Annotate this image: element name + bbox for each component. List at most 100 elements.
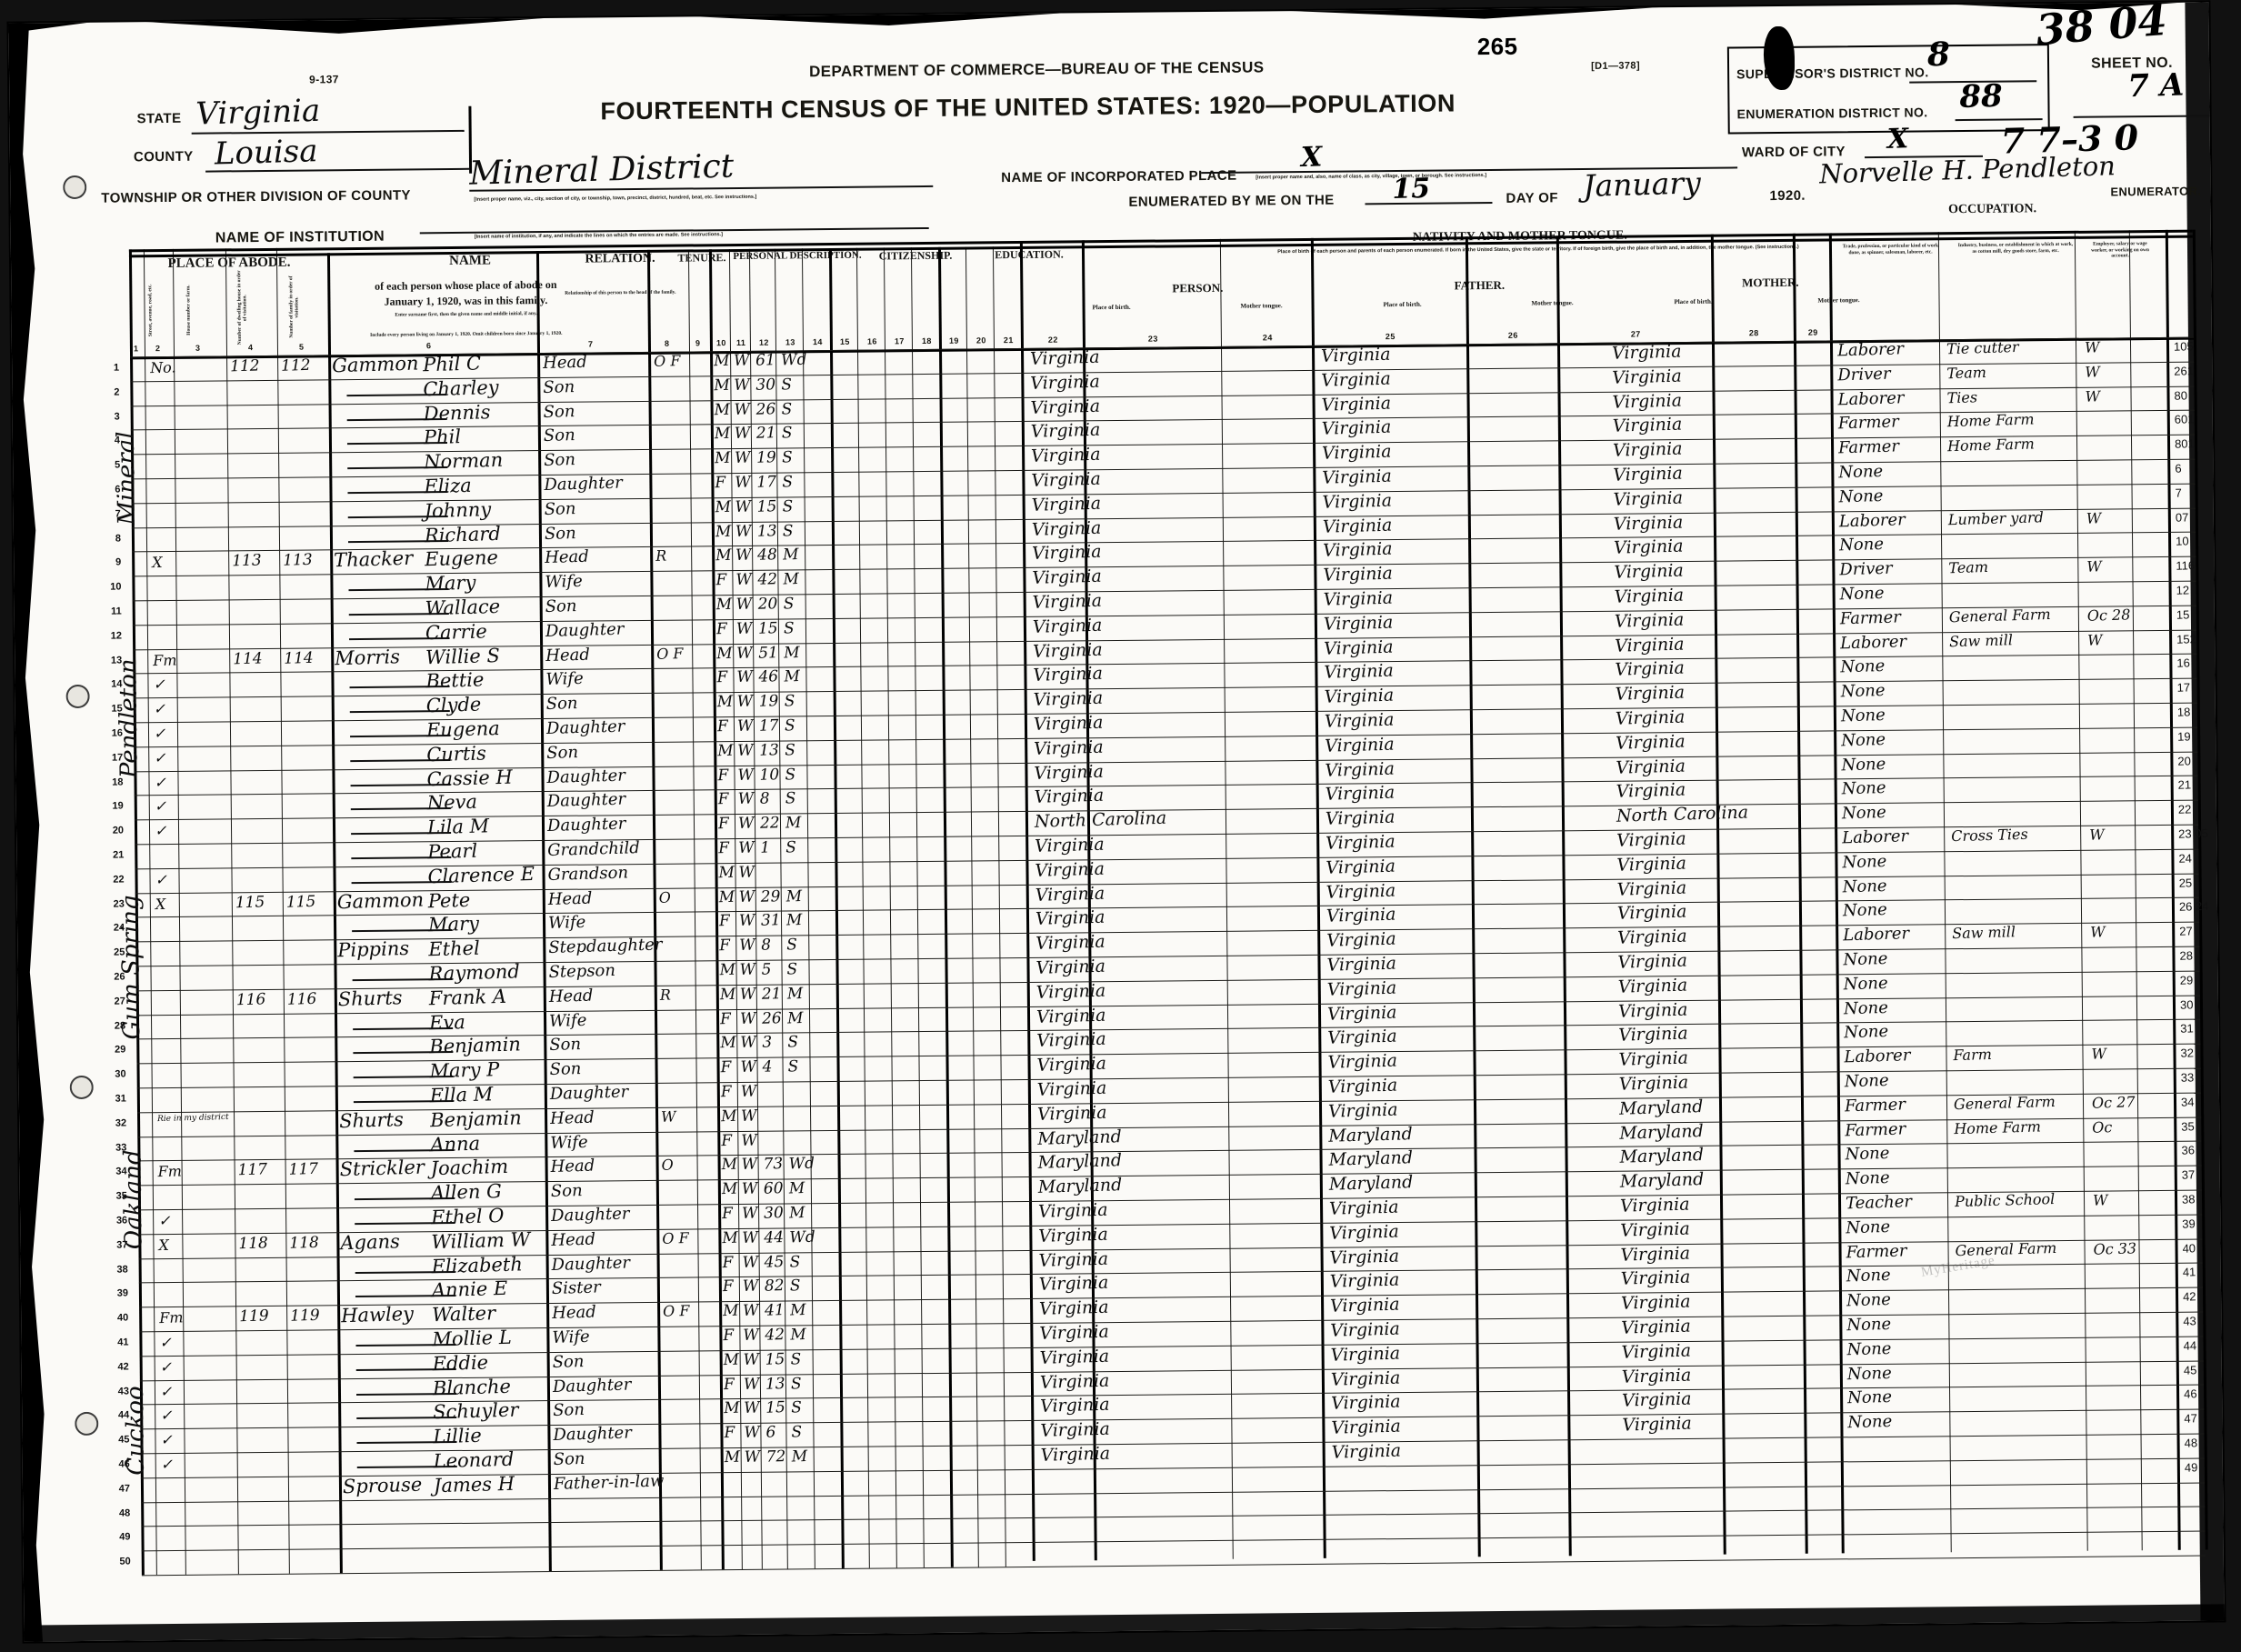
cell-tenure: W: [660, 1107, 676, 1126]
cell-birthplace-person: Virginia: [1035, 883, 1105, 906]
cell-occupation: Farmer: [1846, 1240, 1907, 1262]
scan-edge-left: [9, 23, 61, 1641]
cell-birthplace-person: Virginia: [1036, 1077, 1107, 1100]
cell-birthplace-person: Virginia: [1037, 1199, 1108, 1222]
cell-sex: F: [724, 1424, 735, 1443]
cell-birthplace-father: Virginia: [1321, 441, 1392, 464]
cell-given-name: Frank A: [428, 985, 507, 1010]
cell-given-name: Eddie: [432, 1351, 489, 1376]
column-number: 20: [975, 335, 986, 345]
cell-industry: Public School: [1954, 1189, 2056, 1211]
cell-birthplace-mother: Maryland: [1618, 1120, 1704, 1144]
cell-industry: Team: [1948, 558, 1989, 577]
cell-occupation: None: [1838, 461, 1884, 483]
cell-birthplace-person: Virginia: [1030, 395, 1101, 418]
column-number: 18: [921, 335, 932, 346]
cell-marital-status: Wd: [780, 350, 807, 370]
township-label: TOWNSHIP OR OTHER DIVISION OF COUNTY: [101, 187, 411, 206]
grid-row-line: [141, 1506, 2206, 1527]
cell-birthplace-person: Virginia: [1030, 420, 1101, 443]
cell-right-margin-number: 47: [2184, 1411, 2198, 1426]
cell-birthplace-person: Virginia: [1033, 664, 1104, 686]
cell-given-name: Willie S: [425, 644, 501, 668]
cell-relation: Daughter: [546, 789, 626, 812]
cell-given-name: Carrie: [425, 620, 488, 645]
cell-birthplace-mother: Maryland: [1619, 1169, 1705, 1192]
grid-column-line: [172, 248, 186, 1575]
state-value: Virginia: [195, 92, 321, 133]
cell-given-name: Benjamin: [429, 1106, 522, 1132]
column-number: 9: [695, 338, 701, 348]
row-number-left: 29: [115, 1044, 126, 1056]
enumerated-prefix: ENUMERATED BY ME ON THE: [1128, 192, 1335, 210]
cell-employment-class: Oc: [2091, 1117, 2113, 1136]
grid-column-line: [1710, 234, 1726, 1555]
cell-right-margin-number: 36: [2181, 1143, 2196, 1158]
cell-given-name: Johnny: [424, 497, 492, 523]
cell-place-of-abode: Fm: [157, 1162, 183, 1181]
cell-occupation: None: [1840, 705, 1886, 726]
cell-marital-status: M: [785, 814, 802, 833]
row-number-left: 19: [112, 800, 124, 812]
cell-birthplace-father: Virginia: [1331, 1440, 1402, 1463]
margin-annotation: Pendleton: [115, 658, 144, 779]
cell-given-name: Mary P: [429, 1058, 500, 1083]
cell-birthplace-mother: Virginia: [1621, 1316, 1692, 1338]
cell-given-name: Mary: [427, 913, 480, 936]
cell-birthplace-father: Virginia: [1330, 1367, 1401, 1390]
cell-birthplace-mother: Virginia: [1613, 487, 1684, 510]
cell-relation: Daughter: [550, 1204, 630, 1226]
cell-birthplace-mother: Virginia: [1620, 1243, 1691, 1266]
grid-column-line: [774, 248, 788, 1569]
cell-occupation: None: [1838, 486, 1884, 507]
grid-column-line: [2128, 230, 2143, 1551]
cell-age: 13: [758, 740, 780, 760]
cell-color: W: [734, 375, 751, 395]
cell-birthplace-mother: Virginia: [1612, 365, 1683, 388]
cell-birthplace-father: Virginia: [1323, 636, 1394, 659]
cell-given-name: Annie E: [431, 1277, 508, 1302]
cell-sex: F: [723, 1326, 735, 1346]
cell-age: 60: [763, 1179, 784, 1198]
cell-birthplace-father: Virginia: [1326, 880, 1396, 903]
cell-birthplace-mother: Virginia: [1619, 1194, 1690, 1216]
grid-row-line: [141, 1530, 2206, 1552]
cell-given-name: Anna: [430, 1132, 481, 1156]
cell-color: W: [741, 1155, 758, 1175]
nativity-person-tongue: Mother tongue.: [1240, 302, 1283, 310]
cell-relation: Son: [549, 1035, 582, 1056]
nativity-father: FATHER.: [1454, 277, 1506, 293]
form-code: [D1—378]: [1590, 60, 1641, 72]
cell-relation: Head: [549, 1107, 595, 1128]
cell-sex: M: [714, 375, 731, 395]
grid-column-line: [687, 249, 702, 1570]
cell-birthplace-person: Virginia: [1031, 468, 1102, 491]
grid-column-line: [828, 247, 845, 1568]
cell-color: W: [735, 570, 753, 590]
cell-age: 41: [764, 1301, 785, 1320]
cell-dwelling-number: 114: [232, 648, 263, 668]
cell-industry: General Farm: [1955, 1238, 2057, 1259]
cell-birthplace-person: Virginia: [1035, 1029, 1107, 1052]
cell-family-number: 112: [280, 355, 311, 375]
cell-birthplace-person: Virginia: [1036, 1102, 1107, 1125]
cell-birthplace-mother: Virginia: [1620, 1218, 1691, 1241]
cell-occupation: Laborer: [1844, 1046, 1911, 1067]
cell-color: W: [743, 1326, 760, 1345]
cell-right-margin-number: 34: [2180, 1095, 2195, 1109]
cell-sex: F: [716, 716, 729, 736]
enumeration-district-label: ENUMERATION DISTRICT NO.: [1736, 105, 1928, 122]
cell-birthplace-mother: Virginia: [1615, 657, 1686, 681]
column-number: 24: [1262, 333, 1273, 343]
cell-birthplace-mother: Virginia: [1621, 1365, 1692, 1387]
cell-birthplace-person: Virginia: [1038, 1273, 1109, 1296]
cell-occupation: Laborer: [1838, 509, 1906, 531]
cell-right-margin-number: 12: [2176, 583, 2190, 597]
cell-right-margin-number: 19: [2176, 729, 2191, 744]
cell-given-name: Joachim: [430, 1156, 509, 1180]
cell-marital-status: M: [785, 911, 803, 930]
cell-marital-status: S: [782, 521, 794, 541]
cell-relation: Son: [545, 694, 578, 715]
row-number-left: 3: [114, 411, 120, 423]
cell-tenure: O: [661, 1156, 674, 1175]
